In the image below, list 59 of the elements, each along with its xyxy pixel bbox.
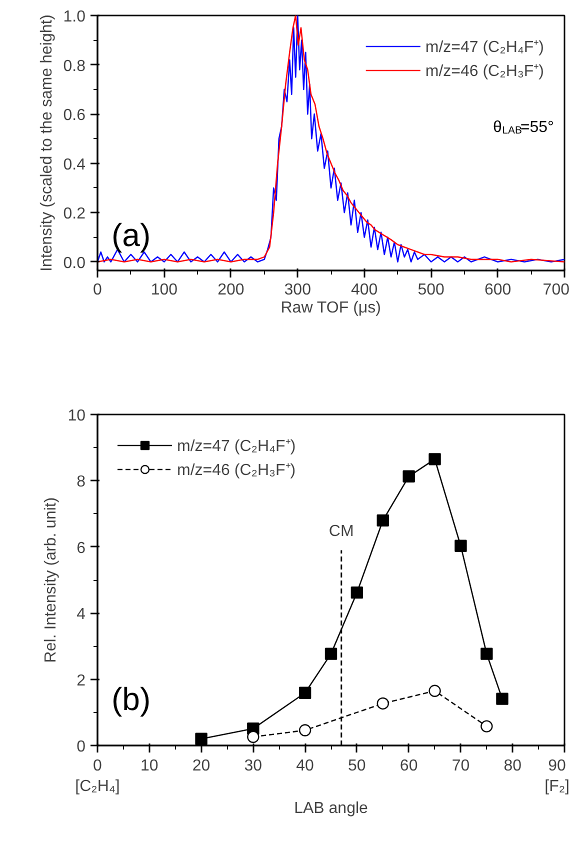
point bbox=[324, 648, 338, 660]
point bbox=[376, 697, 389, 710]
legend-label: m/z=47 (C₂H₄F⁺) bbox=[177, 437, 296, 456]
x-tick-label: 700 bbox=[542, 282, 570, 298]
legend-label: m/z=46 (C₂H₃F⁺) bbox=[177, 461, 296, 480]
legend-label: m/z=46 (C₂H₃F⁺) bbox=[425, 62, 544, 81]
point bbox=[376, 514, 389, 527]
x-tick-label: 60 bbox=[400, 758, 418, 774]
point bbox=[247, 730, 260, 743]
x-tick-label: 0 bbox=[93, 282, 102, 298]
y-tick-label: 0.4 bbox=[63, 156, 86, 174]
x-tick-label: 500 bbox=[418, 282, 445, 298]
point bbox=[428, 684, 441, 697]
point bbox=[195, 732, 208, 745]
point bbox=[402, 470, 415, 482]
point bbox=[496, 692, 508, 705]
y-tick-label: 0.6 bbox=[63, 107, 86, 124]
y-axis-title: Intensity (scaled to the same height) bbox=[38, 14, 56, 272]
x-axis-title: LAB angle bbox=[294, 800, 368, 817]
y-tick-label: 2 bbox=[76, 672, 86, 690]
x-tick-label: 600 bbox=[484, 282, 512, 298]
ref-line-label: CM bbox=[328, 523, 354, 540]
x-axis-title: Raw TOF (μs) bbox=[280, 300, 381, 316]
point bbox=[298, 686, 312, 699]
y-tick-label: 10 bbox=[68, 408, 86, 424]
y-tick-label: 6 bbox=[76, 540, 86, 557]
x-tick-label: 100 bbox=[150, 282, 178, 298]
point bbox=[428, 453, 441, 466]
x-tick-label: 30 bbox=[244, 758, 262, 774]
x-tick-label: 40 bbox=[296, 758, 314, 774]
x-tick-label: 10 bbox=[140, 758, 158, 774]
x-tick-label: 90 bbox=[548, 758, 566, 774]
legend-label: m/z=47 (C₂H₄F⁺) bbox=[425, 38, 544, 57]
point bbox=[480, 648, 493, 660]
y-tick-label: 1.0 bbox=[63, 8, 86, 26]
y-tick-label: 4 bbox=[76, 606, 86, 624]
y-axis-title: Rel. Intensity (arb. unit) bbox=[42, 497, 60, 663]
y-tick-label: 0.0 bbox=[63, 254, 86, 272]
annotation: (a) bbox=[112, 216, 151, 253]
y-tick-label: 0 bbox=[76, 738, 86, 756]
text: [F₂] bbox=[544, 778, 570, 795]
line-series bbox=[98, 16, 564, 263]
x-tick-label: 400 bbox=[351, 282, 378, 298]
point bbox=[454, 540, 467, 552]
x-tick-label: 70 bbox=[452, 758, 470, 774]
point bbox=[298, 724, 312, 736]
y-tick-label: 0.2 bbox=[63, 206, 86, 223]
x-tick-label: 20 bbox=[192, 758, 210, 774]
x-tick-label: 80 bbox=[504, 758, 522, 774]
text: [C₂H₄] bbox=[75, 778, 120, 795]
annotation: (b) bbox=[112, 681, 151, 718]
x-tick-label: 200 bbox=[218, 282, 244, 298]
y-tick-label: 0.8 bbox=[63, 58, 86, 75]
x-tick-label: 50 bbox=[348, 758, 366, 774]
point bbox=[480, 720, 493, 732]
x-tick-label: 300 bbox=[284, 282, 312, 298]
x-tick-label: 0 bbox=[93, 758, 102, 774]
point bbox=[350, 586, 364, 599]
y-tick-label: 8 bbox=[76, 474, 86, 491]
